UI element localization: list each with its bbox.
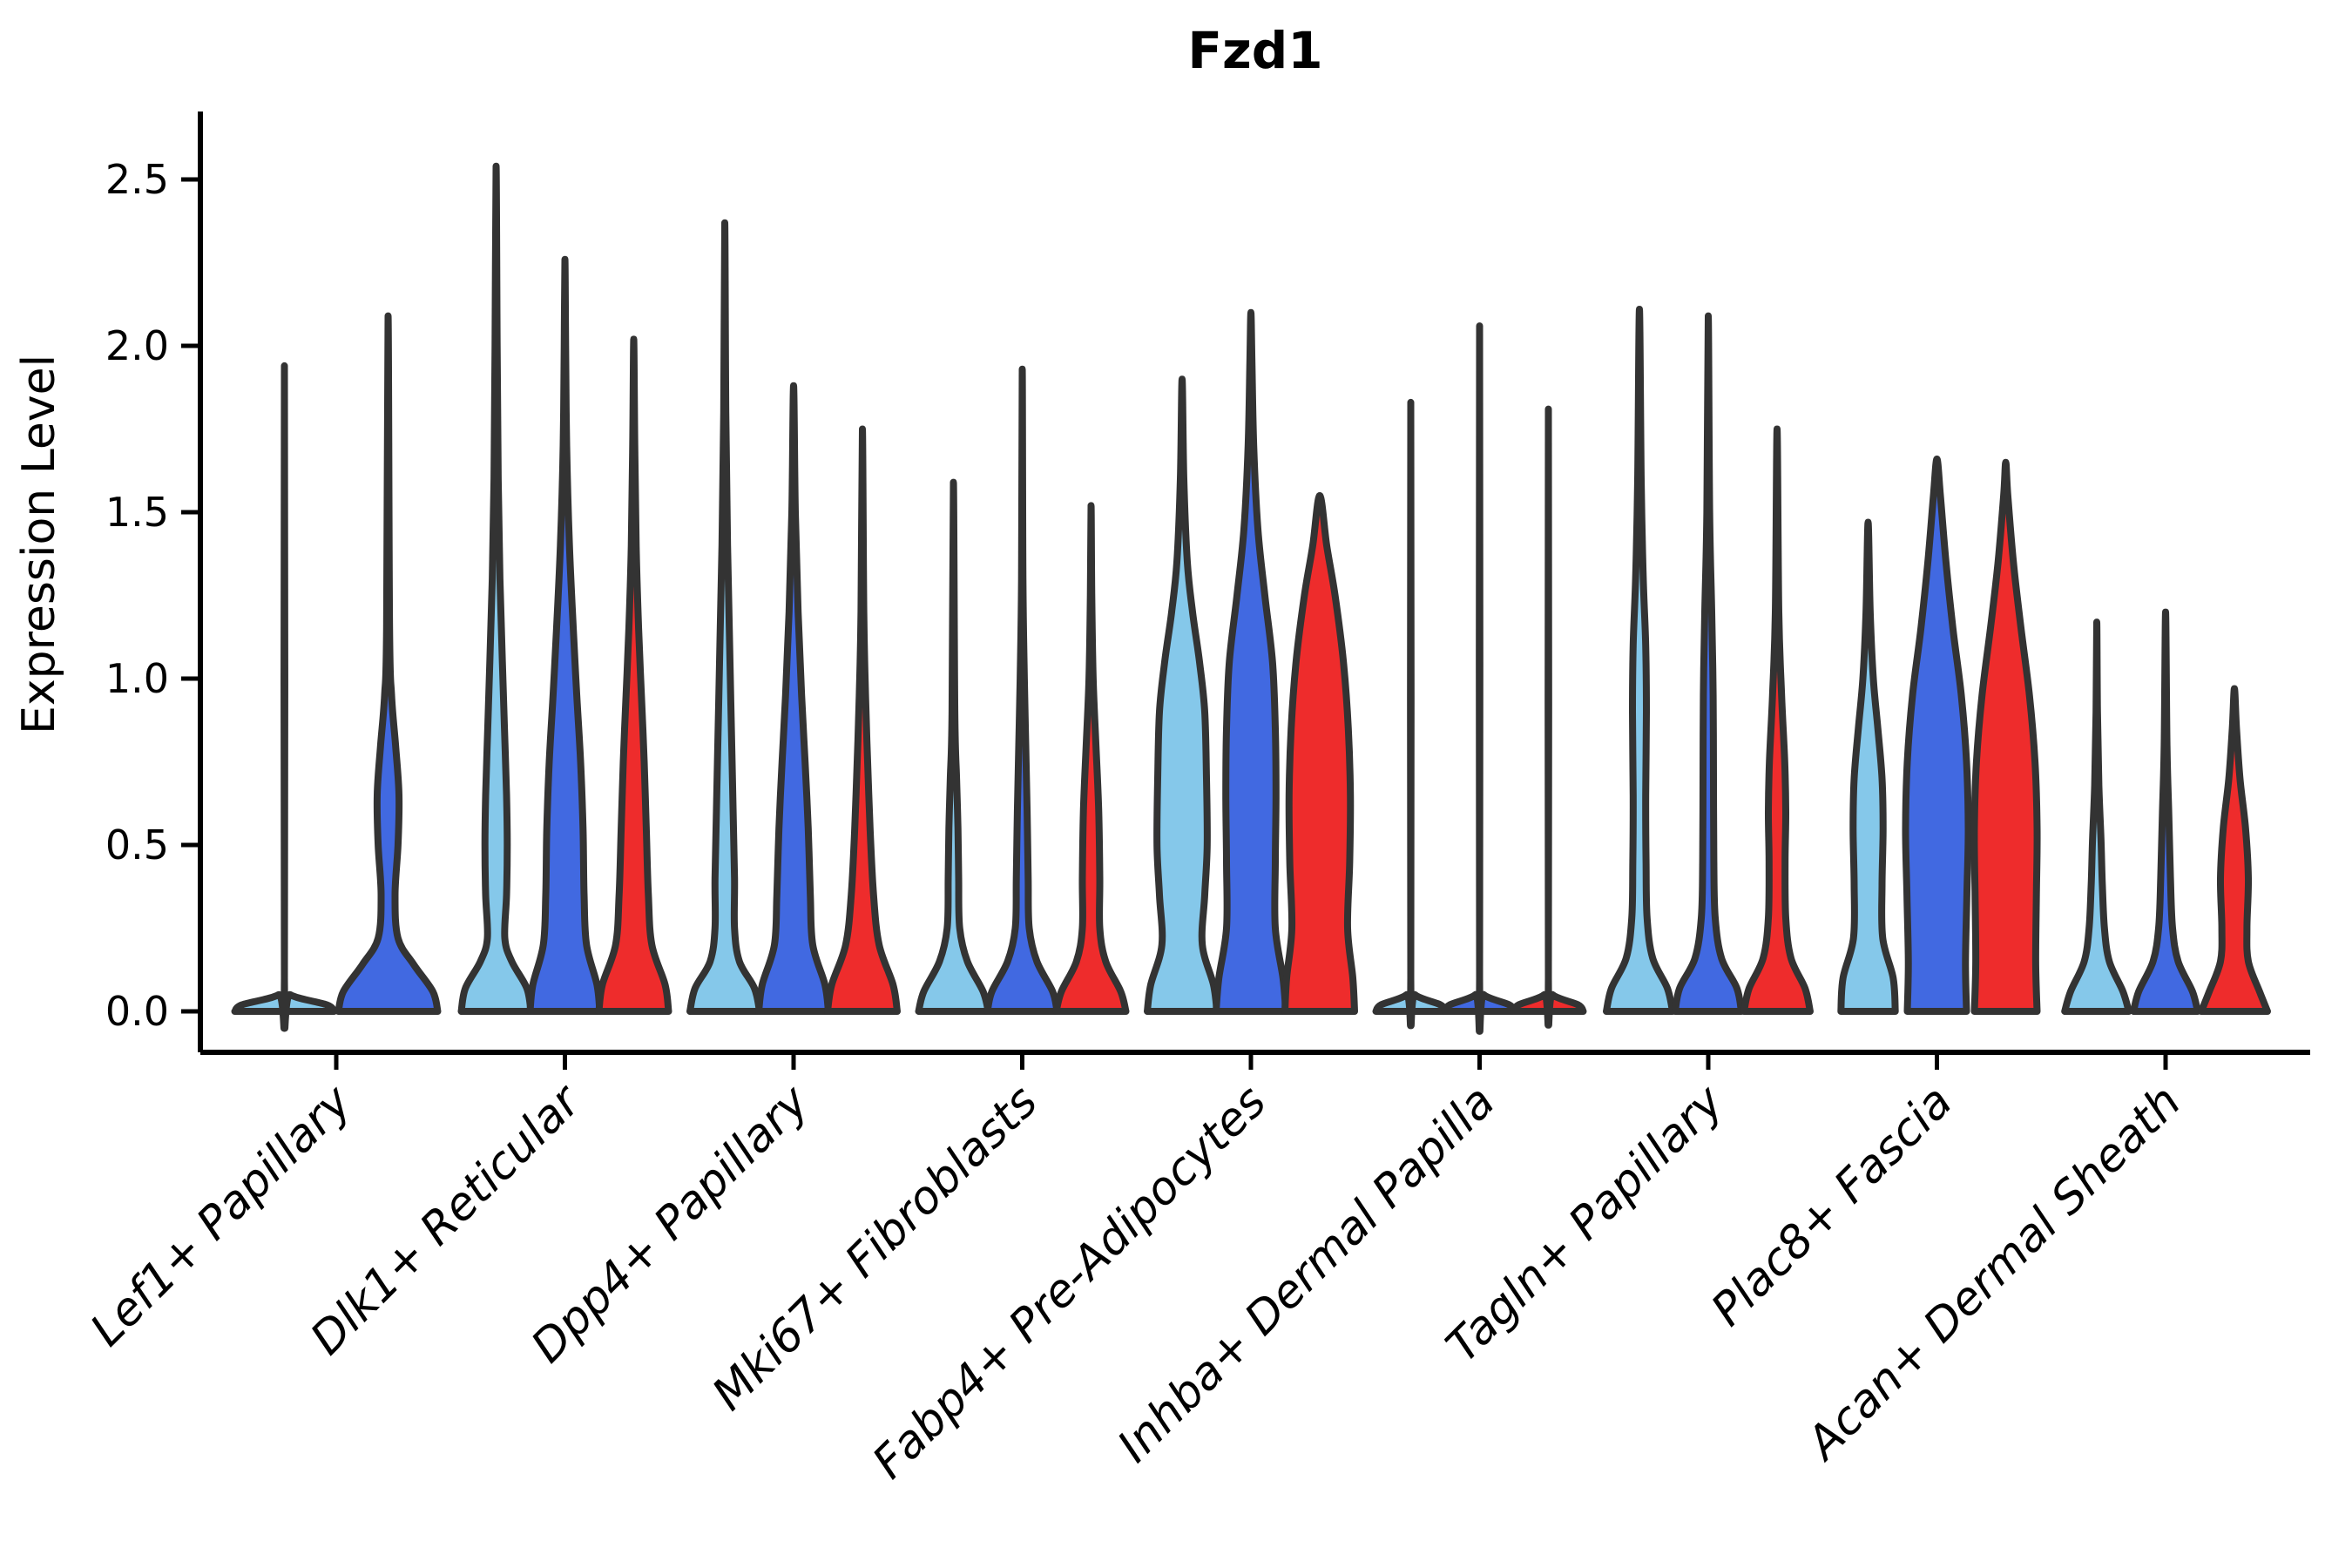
violin-acan-dermal-sheath-blue — [2130, 608, 2201, 1015]
violin-lef1-papillary-blue — [335, 312, 442, 1015]
violin-inhba-dermal-papilla-lightblue — [1372, 398, 1450, 1029]
violin-lef1-papillary-lightblue — [231, 362, 338, 1032]
violin-dlk1-reticular-red — [595, 335, 672, 1015]
x-tick-label: Fabp4+ Pre-Adipocytes — [863, 1076, 1277, 1490]
y-tick-label: 2.0 — [105, 322, 169, 369]
y-tick-label: 0.0 — [105, 988, 169, 1035]
violin-mki67-fibroblasts-red — [1052, 502, 1130, 1015]
violin-tagln-papillary-red — [1740, 425, 1814, 1015]
y-tick-label: 2.5 — [105, 156, 169, 203]
violin-inhba-dermal-papilla-red — [1510, 405, 1587, 1029]
violin-dpp4-papillary-blue — [755, 382, 832, 1015]
y-tick-label: 1.0 — [105, 655, 169, 702]
x-tick-label: Acan+ Dermal Sheath — [1795, 1076, 2191, 1471]
violin-plac8-fascia-blue — [1902, 455, 1972, 1015]
violin-inhba-dermal-papilla-blue — [1441, 322, 1518, 1035]
violin-dpp4-papillary-lightblue — [686, 219, 763, 1015]
violin-tagln-papillary-lightblue — [1603, 306, 1676, 1015]
violin-mki67-fibroblasts-lightblue — [915, 478, 992, 1015]
violin-plac8-fascia-red — [1970, 458, 2041, 1015]
violin-fabp4-pre-adipocytes-red — [1281, 491, 1358, 1015]
violin-fabp4-pre-adipocytes-lightblue — [1144, 375, 1220, 1015]
y-tick-label: 0.5 — [105, 821, 169, 868]
violin-dlk1-reticular-lightblue — [457, 162, 535, 1015]
y-axis: 0.0 0.5 1.0 1.5 2.0 2.5 — [105, 112, 203, 1052]
violin-fabp4-pre-adipocytes-blue — [1213, 308, 1289, 1015]
x-tick-label: Inhba+ Dermal Papilla — [1108, 1076, 1505, 1473]
violin-tagln-papillary-blue — [1672, 312, 1745, 1015]
violin-dpp4-papillary-red — [824, 425, 901, 1015]
chart-title: Fzd1 — [1187, 21, 1322, 80]
violin-plac8-fascia-lightblue — [1837, 518, 1899, 1015]
violin-mki67-fibroblasts-blue — [983, 365, 1061, 1015]
y-axis-label: Expression Level — [13, 355, 65, 734]
y-tick-label: 1.5 — [105, 489, 169, 536]
violin-dlk1-reticular-blue — [526, 255, 604, 1015]
violin-series — [231, 162, 2271, 1035]
violin-acan-dermal-sheath-lightblue — [2061, 618, 2132, 1015]
violin-acan-dermal-sheath-red — [2198, 685, 2271, 1015]
x-tick-label: Plac8+ Fascia — [1701, 1076, 1962, 1336]
